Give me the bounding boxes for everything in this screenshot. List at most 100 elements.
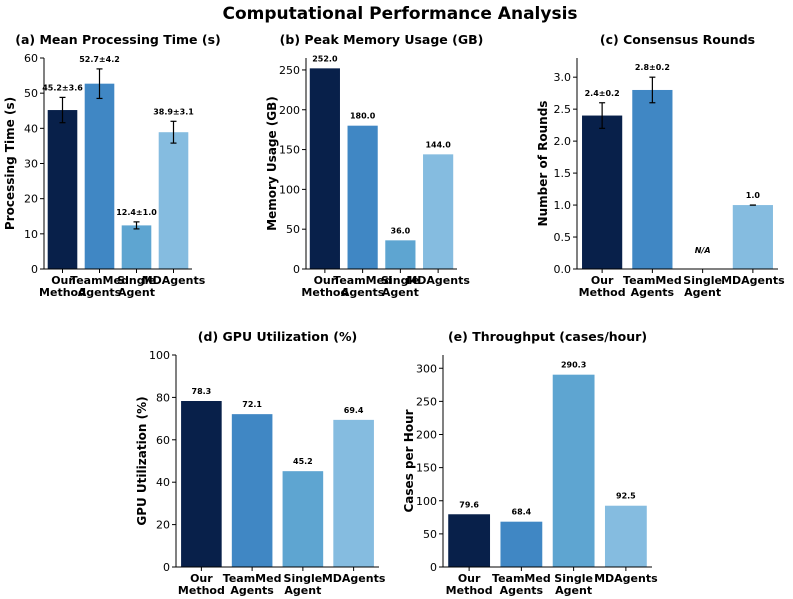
bar-e-1 xyxy=(448,514,491,567)
y-tick-label-b-2: 100 xyxy=(279,183,300,196)
y-tick-label-d-4: 80 xyxy=(156,391,170,404)
y-tick-label-d-1: 20 xyxy=(156,519,170,532)
x-tick-label-a-3: Single Agent xyxy=(117,274,156,299)
data-label-b-2: 180.0 xyxy=(350,112,376,121)
bar-d-4 xyxy=(333,419,374,567)
y-tick-label-e-6: 300 xyxy=(416,362,437,375)
bar-e-4 xyxy=(604,505,647,567)
y-axis-label-c: Number of Rounds xyxy=(536,101,550,227)
data-label-e-3: 290.3 xyxy=(561,361,586,370)
y-tick-label-a-2: 20 xyxy=(24,193,38,206)
bar-c-2 xyxy=(632,89,673,269)
data-label-d-2: 72.1 xyxy=(242,400,262,409)
bar-d-1 xyxy=(181,401,222,567)
y-tick-label-e-1: 50 xyxy=(423,528,437,541)
chart-panel-c: (c) Consensus Rounds Number of Rounds 2.4±… xyxy=(536,32,785,299)
y-tick-label-c-4: 2.0 xyxy=(554,135,572,148)
y-tick-label-a-1: 10 xyxy=(24,228,38,241)
y-axis-label-d: GPU Utilization (%) xyxy=(135,396,149,525)
bar-b-2 xyxy=(347,125,378,269)
y-tick-label-c-0: 0.0 xyxy=(554,263,572,276)
x-tick-label-b-4: MDAgents xyxy=(406,274,470,287)
y-axis-label-a: Processing Time (s) xyxy=(3,97,17,230)
error-bar-c-1 xyxy=(599,102,606,129)
y-tick-label-c-1: 0.5 xyxy=(554,231,572,244)
y-tick-label-d-2: 40 xyxy=(156,476,170,489)
panel-title-b: (b) Peak Memory Usage (GB) xyxy=(280,32,484,47)
bar-e-2 xyxy=(500,521,543,567)
panel-title-d: (d) GPU Utilization (%) xyxy=(198,329,357,344)
data-label-a-3: 12.4±1.0 xyxy=(116,208,157,217)
bar-c-1 xyxy=(582,115,623,269)
bar-e-3 xyxy=(552,374,595,567)
y-tick-label-e-4: 200 xyxy=(416,429,437,442)
data-label-c-2: 2.8±0.2 xyxy=(635,63,670,72)
x-tick-label-c-1: Our Method xyxy=(579,274,626,299)
bar-b-4 xyxy=(423,154,454,269)
bar-a-2 xyxy=(84,83,115,270)
x-tick-label-d-4: MDAgents xyxy=(322,572,386,585)
chart-panel-a: (a) Mean Processing Time (s) Processing T… xyxy=(3,32,221,299)
x-tick-label-e-1: Our Method xyxy=(446,572,493,597)
y-tick-label-d-5: 100 xyxy=(149,349,170,362)
x-tick-label-c-4: MDAgents xyxy=(721,274,785,287)
y-tick-label-c-6: 3.0 xyxy=(554,71,572,84)
x-tick-label-c-2: TeamMed Agents xyxy=(623,274,682,299)
error-bar-a-4 xyxy=(170,120,177,144)
y-axis-label-e: Cases per Hour xyxy=(402,409,416,512)
x-tick-label-b-1: Our Method xyxy=(301,274,348,299)
data-label-c-4: 1.0 xyxy=(746,191,761,200)
y-tick-label-d-3: 60 xyxy=(156,434,170,447)
y-tick-label-b-0: 0 xyxy=(293,263,300,276)
x-tick-label-b-2: TeamMed Agents xyxy=(333,274,392,299)
y-tick-label-c-5: 2.5 xyxy=(554,103,572,116)
figure-title: Computational Performance Analysis xyxy=(222,4,577,24)
y-tick-label-a-5: 50 xyxy=(24,87,38,100)
y-tick-label-e-5: 250 xyxy=(416,395,437,408)
data-label-b-4: 144.0 xyxy=(425,140,451,149)
y-tick-label-a-3: 30 xyxy=(24,158,38,171)
x-tick-label-a-4: MDAgents xyxy=(142,274,206,287)
data-label-e-4: 92.5 xyxy=(616,492,636,501)
panel-title-a: (a) Mean Processing Time (s) xyxy=(15,32,221,47)
y-tick-label-b-1: 50 xyxy=(286,223,300,236)
chart-panel-e: (e) Throughput (cases/hour) Cases per Hou… xyxy=(402,329,658,597)
bar-a-4 xyxy=(158,132,189,269)
error-bar-a-2 xyxy=(96,68,103,100)
data-label-c-3: N/A xyxy=(695,246,711,255)
y-tick-label-a-4: 40 xyxy=(24,122,38,135)
chart-panel-b: (b) Peak Memory Usage (GB) Memory Usage (… xyxy=(265,32,483,299)
y-tick-label-b-4: 200 xyxy=(279,104,300,117)
data-label-d-3: 45.2 xyxy=(293,457,313,466)
y-tick-label-b-3: 150 xyxy=(279,144,300,157)
bar-d-2 xyxy=(231,414,273,567)
data-label-a-2: 52.7±4.2 xyxy=(79,55,120,64)
data-label-a-1: 45.2±3.6 xyxy=(42,83,83,92)
bar-b-3 xyxy=(385,240,416,269)
y-tick-label-a-6: 60 xyxy=(24,52,38,65)
panel-title-c: (c) Consensus Rounds xyxy=(600,32,755,47)
panel-title-e: (e) Throughput (cases/hour) xyxy=(448,329,647,344)
bar-a-1 xyxy=(47,110,78,270)
x-tick-label-e-3: Single Agent xyxy=(554,572,593,597)
data-label-e-1: 79.6 xyxy=(459,500,479,509)
y-axis-label-b: Memory Usage (GB) xyxy=(265,96,279,231)
x-tick-label-b-3: Single Agent xyxy=(381,274,420,299)
x-tick-label-c-3: Single Agent xyxy=(683,274,722,299)
data-label-d-4: 69.4 xyxy=(344,406,364,415)
x-tick-label-d-2: TeamMed Agents xyxy=(223,572,282,597)
x-tick-label-a-2: TeamMed Agents xyxy=(70,274,129,299)
chart-panel-d: (d) GPU Utilization (%) GPU Utilization (… xyxy=(135,329,386,597)
x-tick-label-e-4: MDAgents xyxy=(594,572,658,585)
error-bar-c-2 xyxy=(649,76,656,104)
x-tick-label-d-3: Single Agent xyxy=(284,572,323,597)
y-tick-label-b-5: 250 xyxy=(279,64,300,77)
data-label-c-1: 2.4±0.2 xyxy=(585,89,620,98)
y-tick-label-a-0: 0 xyxy=(31,263,38,276)
data-label-e-2: 68.4 xyxy=(512,508,532,517)
y-tick-label-c-3: 1.5 xyxy=(554,167,572,180)
y-tick-label-d-0: 0 xyxy=(163,561,170,574)
data-label-a-4: 38.9±3.1 xyxy=(153,107,194,116)
y-tick-label-e-2: 100 xyxy=(416,495,437,508)
